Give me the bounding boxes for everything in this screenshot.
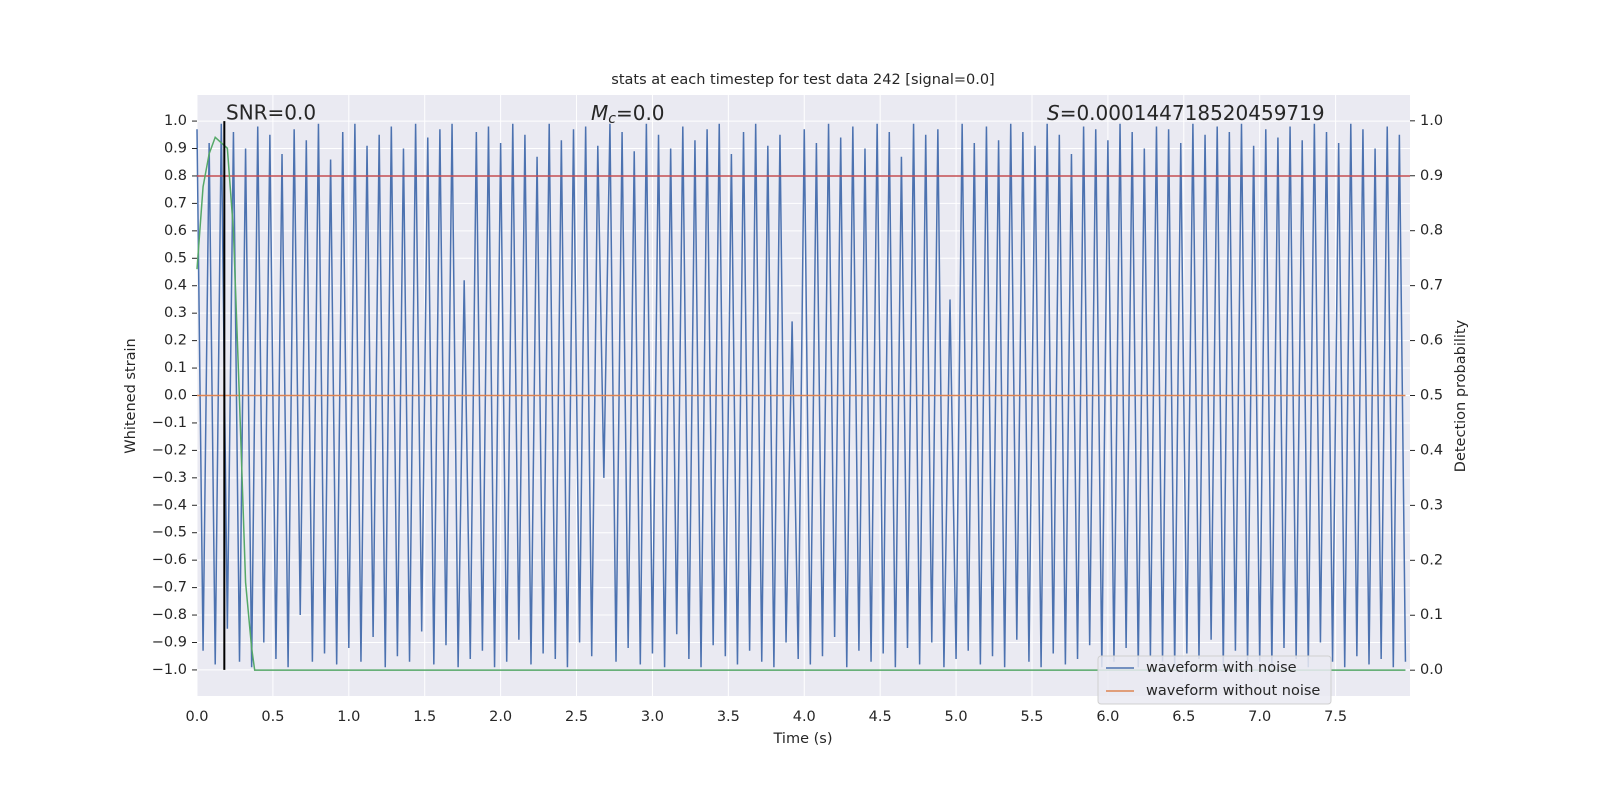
y-tick-label: −0.7 bbox=[152, 580, 187, 596]
s-text: =0.000144718520459719 bbox=[1060, 101, 1325, 125]
x-tick-label: 1.0 bbox=[337, 709, 360, 725]
y2-axis-label: Detection probability bbox=[1453, 319, 1469, 472]
x-tick-label: 6.0 bbox=[1096, 709, 1119, 725]
y2-tick-label: 0.0 bbox=[1420, 662, 1443, 678]
legend-box bbox=[1097, 655, 1332, 705]
y-tick-label: 0.5 bbox=[164, 250, 187, 266]
x-tick-label: 7.0 bbox=[1248, 709, 1271, 725]
y2-tick-label: 1.0 bbox=[1420, 113, 1443, 129]
mc-subscript: c bbox=[608, 111, 616, 127]
y2-tick-label: 0.4 bbox=[1420, 442, 1443, 458]
x-tick-label: 7.5 bbox=[1324, 709, 1347, 725]
x-tick-label: 6.5 bbox=[1172, 709, 1195, 725]
y-tick-label: −0.8 bbox=[152, 607, 187, 623]
y2-tick-label: 0.7 bbox=[1420, 278, 1443, 294]
x-tick-label: 3.5 bbox=[717, 709, 740, 725]
y-tick-label: −0.2 bbox=[152, 442, 187, 458]
x-tick-label: 1.5 bbox=[413, 709, 436, 725]
series-line bbox=[196, 123, 1407, 668]
y-tick-label: −0.5 bbox=[152, 525, 187, 541]
x-tick-label: 0.0 bbox=[185, 709, 208, 725]
chart-title: stats at each timestep for test data 242… bbox=[611, 72, 994, 88]
legend-label: waveform with noise bbox=[1146, 660, 1297, 676]
y2-tick-label: 0.1 bbox=[1420, 607, 1443, 623]
x-tick-label: 0.5 bbox=[261, 709, 284, 725]
y-tick-label: 0.1 bbox=[164, 360, 187, 376]
s-symbol: S bbox=[1047, 101, 1060, 125]
y-tick-label: −0.3 bbox=[152, 470, 187, 486]
legend: waveform with noise waveform without nois… bbox=[1097, 655, 1332, 705]
y-axis-label: Whitened strain bbox=[123, 338, 139, 453]
legend-label: waveform without noise bbox=[1146, 683, 1320, 699]
s-annotation: S=0.000144718520459719 bbox=[1047, 101, 1325, 125]
y2-tick-label: 0.3 bbox=[1420, 497, 1443, 513]
y-tick-label: 0.9 bbox=[164, 141, 187, 157]
mc-text: =0.0 bbox=[616, 101, 665, 125]
y-tick-label: 1.0 bbox=[164, 113, 187, 129]
mc-symbol: M bbox=[591, 101, 608, 125]
y-tick-label: −1.0 bbox=[152, 662, 187, 678]
y-tick-label: −0.4 bbox=[152, 497, 187, 513]
x-tick-label: 4.0 bbox=[793, 709, 816, 725]
y2-tick-label: 0.5 bbox=[1420, 388, 1443, 404]
x-tick-label: 2.5 bbox=[565, 709, 588, 725]
mc-annotation: Mc=0.0 bbox=[591, 101, 665, 128]
x-tick-label: 4.5 bbox=[869, 709, 892, 725]
y-tick-label: −0.6 bbox=[152, 552, 187, 568]
y2-tick-label: 0.8 bbox=[1420, 223, 1443, 239]
y-tick-label: 0.8 bbox=[164, 168, 187, 184]
y-tick-label: −0.1 bbox=[152, 415, 187, 431]
x-axis-label: Time (s) bbox=[773, 731, 833, 747]
x-tick-label: 2.0 bbox=[489, 709, 512, 725]
y-tick-label: 0.7 bbox=[164, 195, 187, 211]
marks bbox=[196, 121, 1410, 671]
x-tick-label: 5.0 bbox=[945, 709, 968, 725]
x-tick-label: 5.5 bbox=[1020, 709, 1043, 725]
y-tick-label: 0.0 bbox=[164, 388, 187, 404]
y-tick-label: 0.2 bbox=[164, 333, 187, 349]
x-tick-label: 3.0 bbox=[641, 709, 664, 725]
y2-tick-label: 0.9 bbox=[1420, 168, 1443, 184]
detection-line bbox=[196, 135, 1406, 671]
y-tick-label: 0.6 bbox=[164, 223, 187, 239]
y-tick-label: −0.9 bbox=[152, 634, 187, 650]
snr-annotation: SNR=0.0 bbox=[226, 101, 316, 125]
y-tick-label: 0.4 bbox=[164, 278, 187, 294]
y2-tick-label: 0.2 bbox=[1420, 552, 1443, 568]
y-tick-label: 0.3 bbox=[164, 305, 187, 321]
y2-tick-label: 0.6 bbox=[1420, 333, 1443, 349]
